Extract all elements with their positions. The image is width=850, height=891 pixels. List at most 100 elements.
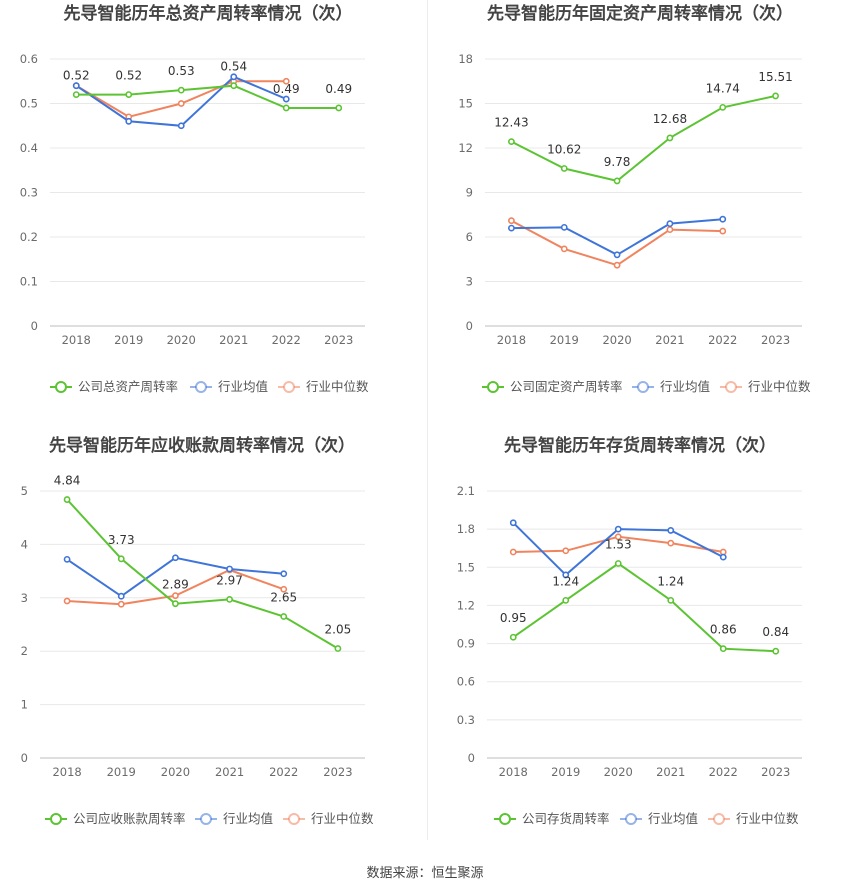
y-tick-label: 15: [458, 97, 473, 111]
data-point-avg: [125, 117, 133, 125]
data-point-avg: [172, 554, 179, 562]
series-line-company: [510, 94, 776, 182]
chart-panel-3: 先导智能历年应收账款周转率情况（次） 0 1 2 3 4 5 2018 2019 2020 2021…: [21, 435, 374, 826]
data-point-avg: [560, 223, 568, 231]
x-tick-label: 2020: [167, 333, 196, 347]
x-tick-label: 2022: [272, 333, 301, 347]
data-point-median: [172, 592, 179, 600]
x-tick-label: 2021: [655, 333, 684, 347]
data-point-median: [666, 226, 674, 233]
legend-label-company: 公司总资产周转率: [78, 379, 178, 394]
y-tick-label: 0.3: [20, 186, 38, 200]
x-tick-label: 2022: [269, 765, 298, 779]
data-label: 14.74: [706, 81, 740, 95]
y-tick-label: 0: [31, 319, 38, 333]
legend-marker-company: [55, 381, 67, 393]
data-point-median: [282, 77, 290, 85]
data-point-company: [226, 596, 233, 603]
data-point-company: [177, 86, 185, 94]
data-point-median: [177, 100, 185, 107]
x-tick-label: 2018: [499, 765, 528, 779]
data-point-avg: [719, 553, 727, 561]
data-point-median: [613, 261, 621, 269]
y-tick-label: 2.1: [457, 484, 475, 498]
data-label: 1.53: [605, 537, 632, 551]
data-point-median: [280, 585, 288, 593]
data-label: 15.51: [758, 70, 792, 84]
data-point-median: [117, 600, 125, 608]
data-point-avg: [562, 571, 570, 579]
data-label: 1.24: [657, 574, 684, 588]
y-tick-label: 5: [21, 484, 28, 498]
data-point-company: [117, 555, 125, 563]
legend-label-median: 行业中位数: [311, 811, 374, 826]
chart-title: 先导智能历年应收账款周转率情况（次）: [49, 435, 355, 456]
y-tick-label: 0.4: [20, 141, 38, 155]
data-point-company: [613, 177, 621, 185]
data-point-company: [125, 91, 133, 98]
x-tick-label: 2022: [709, 765, 738, 779]
data-label: 10.62: [547, 142, 581, 156]
x-tick-label: 2020: [602, 333, 631, 347]
legend-marker-company: [50, 813, 62, 825]
y-tick-label: 18: [458, 52, 473, 66]
chart-title: 先导智能历年总资产周转率情况（次）: [64, 3, 353, 24]
x-tick-label: 2019: [551, 765, 580, 779]
y-tick-label: 9: [466, 186, 473, 200]
data-point-median: [562, 547, 570, 555]
x-tick-label: 2021: [656, 765, 685, 779]
panel-divider: [427, 0, 428, 840]
y-tick-label: 0.5: [20, 97, 38, 111]
data-point-company: [772, 647, 780, 655]
legend-label-avg: 行业均值: [660, 379, 710, 394]
data-point-avg: [508, 224, 515, 232]
data-point-avg: [280, 570, 288, 578]
data-label: 1.24: [552, 574, 579, 588]
data-point-median: [560, 245, 568, 253]
data-point-avg: [117, 592, 125, 600]
data-point-company: [335, 104, 343, 112]
data-point-avg: [226, 565, 233, 573]
x-tick-label: 2018: [62, 333, 91, 347]
y-tick-label: 3: [466, 275, 473, 289]
legend-marker-avg: [195, 381, 207, 393]
data-point-company: [719, 103, 727, 111]
data-label: 0.95: [500, 611, 527, 625]
legend-marker-avg: [637, 381, 649, 393]
charts-canvas: 先导智能历年总资产周转率情况（次）00.10.20.30.40.50.62018…: [20, 3, 811, 826]
data-label: 0.54: [220, 60, 247, 74]
legend-marker-avg: [625, 813, 637, 825]
chart-title: 先导智能历年存货周转率情况（次）: [504, 435, 776, 456]
data-point-company: [334, 645, 342, 652]
data-label: 12.68: [653, 112, 687, 126]
y-tick-label: 1: [21, 698, 28, 712]
x-tick-label: 2023: [761, 333, 790, 347]
series-line-company: [66, 498, 339, 650]
data-label: 2.65: [270, 590, 297, 604]
data-label: 3.73: [108, 533, 135, 547]
data-point-avg: [282, 95, 290, 103]
y-tick-label: 1.8: [457, 522, 475, 536]
data-point-company: [667, 596, 675, 604]
data-point-avg: [509, 519, 517, 527]
chart-panel-4: 先导智能历年存货周转率情况（次） 0 0.3 0.6 0.9 1.2 1.5 1.8 2.1 20…: [457, 435, 802, 826]
data-label: 4.84: [54, 474, 81, 488]
data-point-company: [614, 560, 622, 567]
y-tick-label: 0.2: [20, 230, 38, 244]
data-label: 2.97: [216, 573, 243, 587]
x-tick-label: 2021: [219, 333, 248, 347]
data-point-company: [666, 134, 674, 142]
x-tick-label: 2023: [323, 765, 352, 779]
data-label: 12.43: [494, 116, 528, 130]
legend-label-company: 公司固定资产周转率: [510, 379, 623, 394]
data-label: 0.49: [325, 82, 352, 96]
data-label: 9.78: [604, 155, 631, 169]
legend-marker-median: [713, 813, 725, 825]
y-tick-label: 1.5: [457, 560, 475, 574]
x-tick-label: 2019: [107, 765, 136, 779]
y-tick-label: 0.6: [20, 52, 38, 66]
data-point-avg: [614, 525, 622, 533]
legend-marker-median: [725, 381, 737, 393]
data-point-avg: [613, 251, 621, 259]
x-tick-label: 2022: [708, 333, 737, 347]
